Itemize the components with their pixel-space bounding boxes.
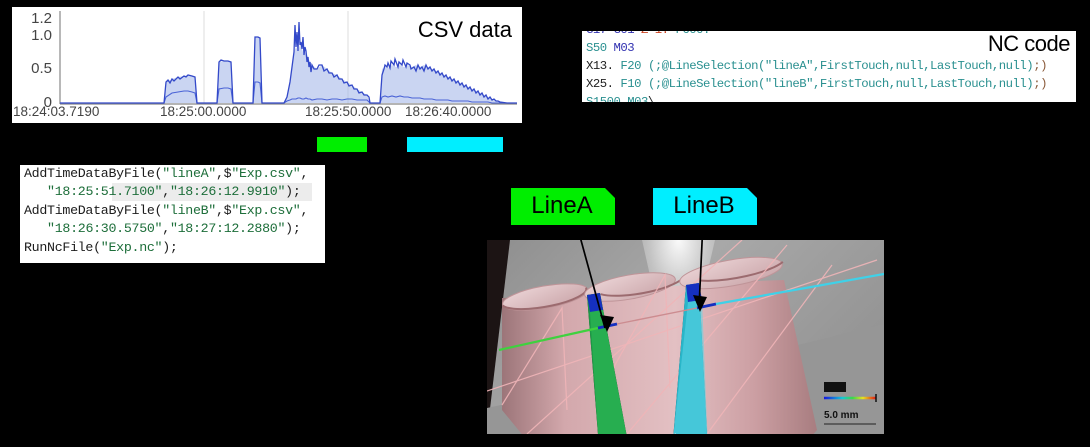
svg-text:0.5: 0.5 bbox=[31, 60, 52, 77]
svg-text:18:26:40.0000: 18:26:40.0000 bbox=[405, 104, 491, 119]
svg-text:1.0: 1.0 bbox=[31, 27, 52, 44]
svg-text:18:24:03.7190: 18:24:03.7190 bbox=[13, 104, 99, 119]
svg-text:LineB: LineB bbox=[673, 192, 734, 219]
svg-text:CSV data: CSV data bbox=[418, 17, 513, 42]
svg-text:1.2: 1.2 bbox=[31, 10, 52, 27]
svg-text:5.0 mm: 5.0 mm bbox=[824, 410, 859, 421]
svg-text:18:25:50.0000: 18:25:50.0000 bbox=[305, 104, 391, 119]
svg-text:LineA: LineA bbox=[531, 192, 592, 219]
svg-text:18:25:00.0000: 18:25:00.0000 bbox=[160, 104, 246, 119]
